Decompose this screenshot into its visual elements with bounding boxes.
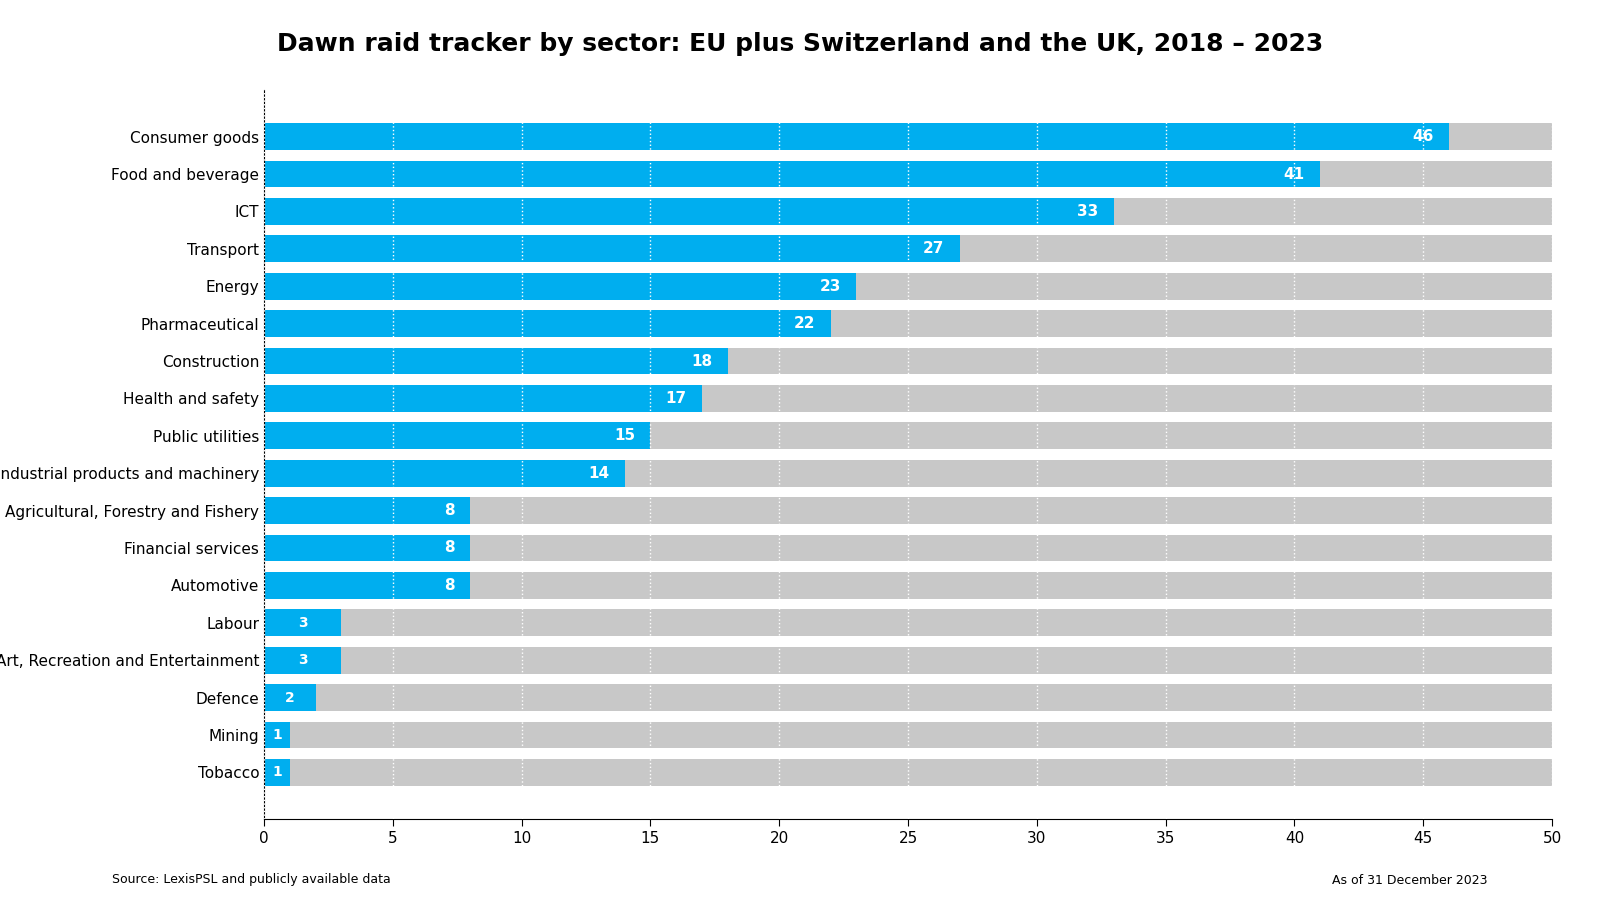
Bar	[264, 609, 1552, 636]
Bar	[264, 572, 1552, 598]
Bar	[264, 198, 1114, 225]
Text: 17: 17	[666, 391, 686, 406]
Text: 8: 8	[443, 578, 454, 593]
Bar	[264, 759, 1552, 786]
Bar	[264, 535, 470, 562]
Text: 2: 2	[285, 690, 294, 705]
Text: 1: 1	[272, 765, 282, 779]
Bar	[264, 722, 1552, 749]
Bar	[264, 647, 1552, 674]
Bar	[264, 572, 470, 598]
Bar	[264, 497, 1552, 524]
Text: 3: 3	[298, 616, 307, 630]
Text: Source: LexisPSL and publicly available data: Source: LexisPSL and publicly available …	[112, 874, 390, 886]
Text: As of 31 December 2023: As of 31 December 2023	[1333, 874, 1488, 886]
Bar	[264, 422, 1552, 449]
Bar	[264, 310, 1552, 338]
Bar	[264, 160, 1320, 187]
Text: 3: 3	[298, 653, 307, 667]
Bar	[264, 385, 1552, 412]
Bar	[264, 235, 1552, 262]
Bar	[264, 647, 341, 674]
Text: 8: 8	[443, 541, 454, 555]
Bar	[264, 273, 856, 300]
Bar	[264, 460, 624, 487]
Bar	[264, 273, 1552, 300]
Bar	[264, 609, 341, 636]
Bar	[264, 123, 1552, 150]
Bar	[264, 235, 960, 262]
Text: 18: 18	[691, 354, 712, 368]
Text: 8: 8	[443, 503, 454, 518]
Bar	[264, 160, 1552, 187]
Text: 14: 14	[589, 465, 610, 481]
Bar	[264, 123, 1450, 150]
Text: 33: 33	[1077, 204, 1099, 219]
Bar	[264, 422, 651, 449]
Bar	[264, 310, 830, 338]
Text: 15: 15	[614, 428, 635, 444]
Text: 41: 41	[1283, 166, 1304, 182]
Bar	[264, 460, 1552, 487]
Bar	[264, 722, 290, 749]
Text: 27: 27	[923, 241, 944, 256]
Text: 1: 1	[272, 728, 282, 742]
Bar	[264, 497, 470, 524]
Bar	[264, 759, 290, 786]
Bar	[264, 684, 1552, 711]
Text: Dawn raid tracker by sector: EU plus Switzerland and the UK, 2018 – 2023: Dawn raid tracker by sector: EU plus Swi…	[277, 32, 1323, 56]
Text: 22: 22	[794, 316, 816, 331]
Bar	[264, 535, 1552, 562]
Bar	[264, 347, 1552, 374]
Text: 23: 23	[819, 279, 842, 293]
Text: 46: 46	[1413, 129, 1434, 144]
Bar	[264, 198, 1552, 225]
Bar	[264, 385, 702, 412]
Bar	[264, 347, 728, 374]
Bar	[264, 684, 315, 711]
